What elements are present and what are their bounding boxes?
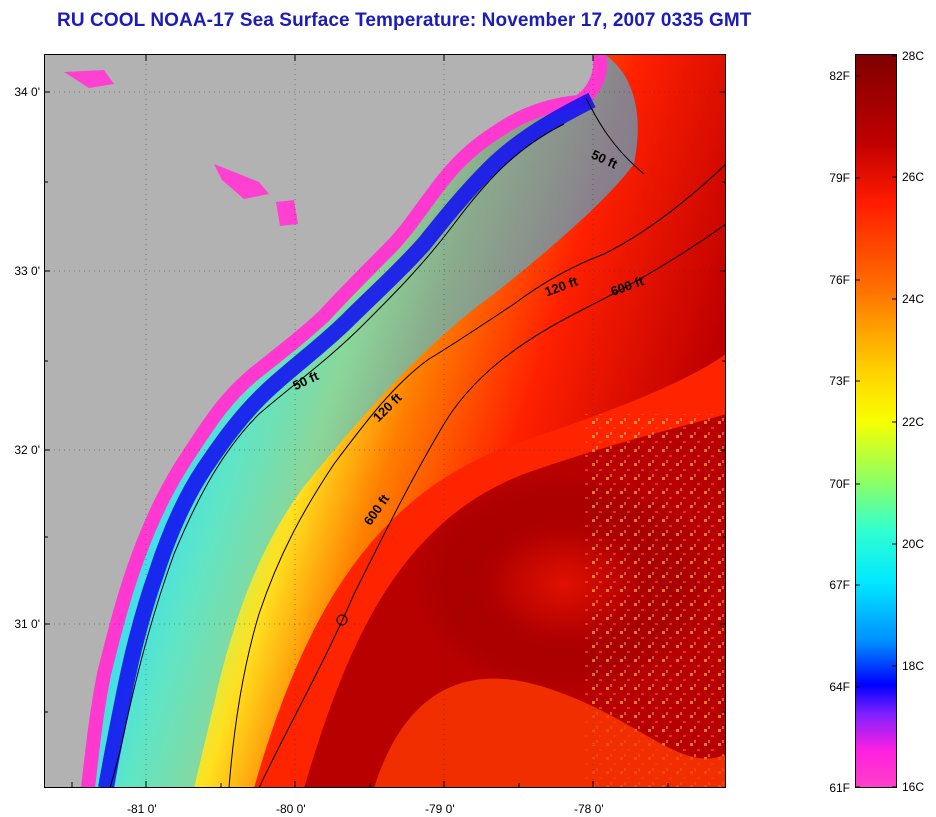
colorbar-c-label: 28C — [902, 49, 925, 63]
colorbar-c-label: 24C — [902, 292, 925, 306]
colorbar-ticks — [855, 55, 897, 788]
colorbar-f-label: 73F — [829, 374, 850, 388]
colorbar-f-label: 79F — [829, 171, 850, 185]
lat-label: 33 0' — [14, 264, 40, 278]
cold-shelf-band — [98, 92, 596, 788]
lat-label: 32 0' — [14, 443, 40, 457]
lon-label: -81 0' — [127, 802, 157, 816]
colorbar-c-label: 16C — [902, 780, 925, 794]
coastal-land — [44, 54, 601, 788]
lon-label: -79 0' — [425, 802, 455, 816]
colorbar-c-label: 20C — [902, 537, 925, 551]
lat-label: 34 0' — [14, 85, 40, 99]
inland-lake-1 — [64, 70, 114, 88]
station-marker — [336, 614, 348, 626]
contour-50ft-north — [585, 97, 645, 175]
colorbar-c-label: 26C — [902, 170, 925, 184]
map-title: RU COOL NOAA-17 Sea Surface Temperature:… — [57, 10, 752, 31]
colorbar-f-label: 76F — [829, 273, 850, 287]
cold-coastal-fringe — [81, 54, 608, 788]
lon-label: -78 0' — [574, 802, 604, 816]
inland-lake-3 — [276, 200, 298, 226]
colorbar-gradient — [855, 54, 897, 788]
lat-label: 31 0' — [14, 617, 40, 631]
graticule — [44, 54, 726, 788]
colorbar-f-label: 70F — [829, 477, 850, 491]
colorbar-c-label: 22C — [902, 415, 925, 429]
sst-map: 50 ft 50 ft 120 ft 120 ft 600 ft 600 ft — [44, 54, 726, 788]
temperature-colorbar — [855, 54, 897, 788]
colorbar-f-label: 61F — [829, 781, 850, 795]
contour-50ft — [109, 123, 565, 788]
inland-lake-2 — [214, 164, 269, 199]
outer-warm-water — [374, 678, 726, 788]
colorbar-f-label: 67F — [829, 578, 850, 592]
lon-label: -80 0' — [276, 802, 306, 816]
sst-map-canvas: 50 ft 50 ft 120 ft 120 ft 600 ft 600 ft — [44, 54, 726, 788]
colorbar-f-label: 82F — [829, 69, 850, 83]
axis-ticks — [44, 54, 726, 788]
colorbar-f-label: 64F — [829, 680, 850, 694]
contour-120ft — [228, 163, 726, 788]
map-frame — [44, 54, 726, 788]
colorbar-c-label: 18C — [902, 659, 925, 673]
